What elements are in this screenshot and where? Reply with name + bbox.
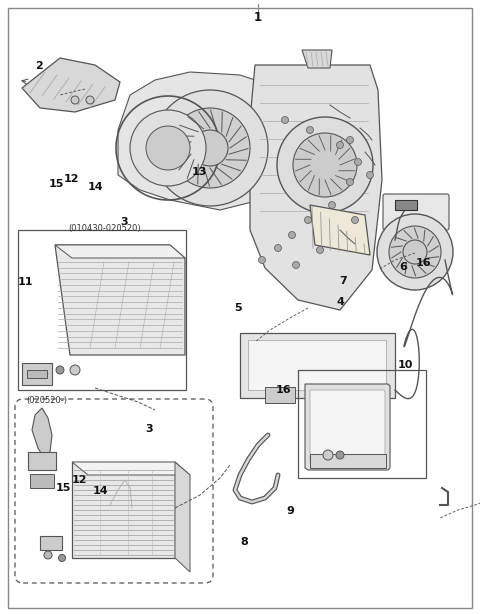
Polygon shape <box>250 65 382 310</box>
Circle shape <box>59 554 65 561</box>
Circle shape <box>351 217 359 223</box>
Text: 16: 16 <box>276 385 291 395</box>
Bar <box>240 333 395 398</box>
Text: 2: 2 <box>36 61 43 71</box>
Bar <box>30 474 54 488</box>
Polygon shape <box>22 58 120 112</box>
Text: 3: 3 <box>145 424 153 433</box>
Text: 10: 10 <box>398 360 413 370</box>
Circle shape <box>86 96 94 104</box>
Bar <box>40 536 62 550</box>
Circle shape <box>192 130 228 166</box>
Polygon shape <box>310 390 385 464</box>
Text: 14: 14 <box>87 182 103 192</box>
Text: 15: 15 <box>49 179 64 189</box>
Circle shape <box>44 551 52 559</box>
Text: 1: 1 <box>254 10 262 24</box>
Text: 13: 13 <box>192 167 207 177</box>
Circle shape <box>336 451 344 459</box>
Text: 5: 5 <box>234 303 241 313</box>
Circle shape <box>275 244 281 252</box>
Bar <box>298 370 426 478</box>
Circle shape <box>347 136 353 144</box>
Bar <box>22 363 52 385</box>
Circle shape <box>307 126 313 133</box>
FancyBboxPatch shape <box>383 194 449 230</box>
Circle shape <box>288 231 296 238</box>
Polygon shape <box>310 205 370 255</box>
Text: 8: 8 <box>240 537 248 546</box>
Text: 3: 3 <box>120 217 128 227</box>
Bar <box>265 387 295 403</box>
Circle shape <box>56 366 64 374</box>
Circle shape <box>316 246 324 254</box>
Polygon shape <box>72 462 190 475</box>
Circle shape <box>323 450 333 460</box>
Text: (010430-020520): (010430-020520) <box>68 224 141 233</box>
Circle shape <box>328 201 336 209</box>
Text: 12: 12 <box>63 174 79 184</box>
Bar <box>18 230 186 390</box>
Circle shape <box>281 117 288 123</box>
Circle shape <box>355 158 361 166</box>
Circle shape <box>152 90 268 206</box>
Polygon shape <box>302 50 332 68</box>
Bar <box>305 393 327 405</box>
Bar <box>27 370 47 378</box>
Polygon shape <box>118 72 300 210</box>
Circle shape <box>71 96 79 104</box>
Polygon shape <box>32 408 52 458</box>
Text: 4: 4 <box>337 297 345 307</box>
Polygon shape <box>305 384 390 470</box>
Circle shape <box>293 133 357 197</box>
Circle shape <box>170 108 250 188</box>
Circle shape <box>347 179 353 185</box>
Bar <box>248 340 386 390</box>
Polygon shape <box>72 462 175 558</box>
Circle shape <box>70 365 80 375</box>
Text: 15: 15 <box>56 483 71 493</box>
Text: 14: 14 <box>93 486 108 496</box>
Polygon shape <box>55 245 185 258</box>
Text: 7: 7 <box>339 276 347 286</box>
Bar <box>28 452 56 470</box>
Circle shape <box>292 262 300 268</box>
Circle shape <box>367 171 373 179</box>
Bar <box>395 200 417 210</box>
Circle shape <box>130 110 206 186</box>
Circle shape <box>259 257 265 263</box>
Polygon shape <box>290 100 355 230</box>
Circle shape <box>277 117 373 213</box>
Circle shape <box>146 126 190 170</box>
Text: 6: 6 <box>399 262 407 272</box>
Polygon shape <box>175 462 190 572</box>
Circle shape <box>336 141 344 149</box>
Text: (020520-): (020520-) <box>26 396 68 405</box>
Circle shape <box>403 240 427 264</box>
Circle shape <box>389 226 441 278</box>
Text: 16: 16 <box>416 258 431 268</box>
Bar <box>310 454 386 468</box>
Polygon shape <box>55 245 185 355</box>
Text: 9: 9 <box>287 506 294 516</box>
Circle shape <box>304 217 312 223</box>
Circle shape <box>377 214 453 290</box>
Text: 11: 11 <box>17 278 33 287</box>
Text: 12: 12 <box>72 475 87 485</box>
